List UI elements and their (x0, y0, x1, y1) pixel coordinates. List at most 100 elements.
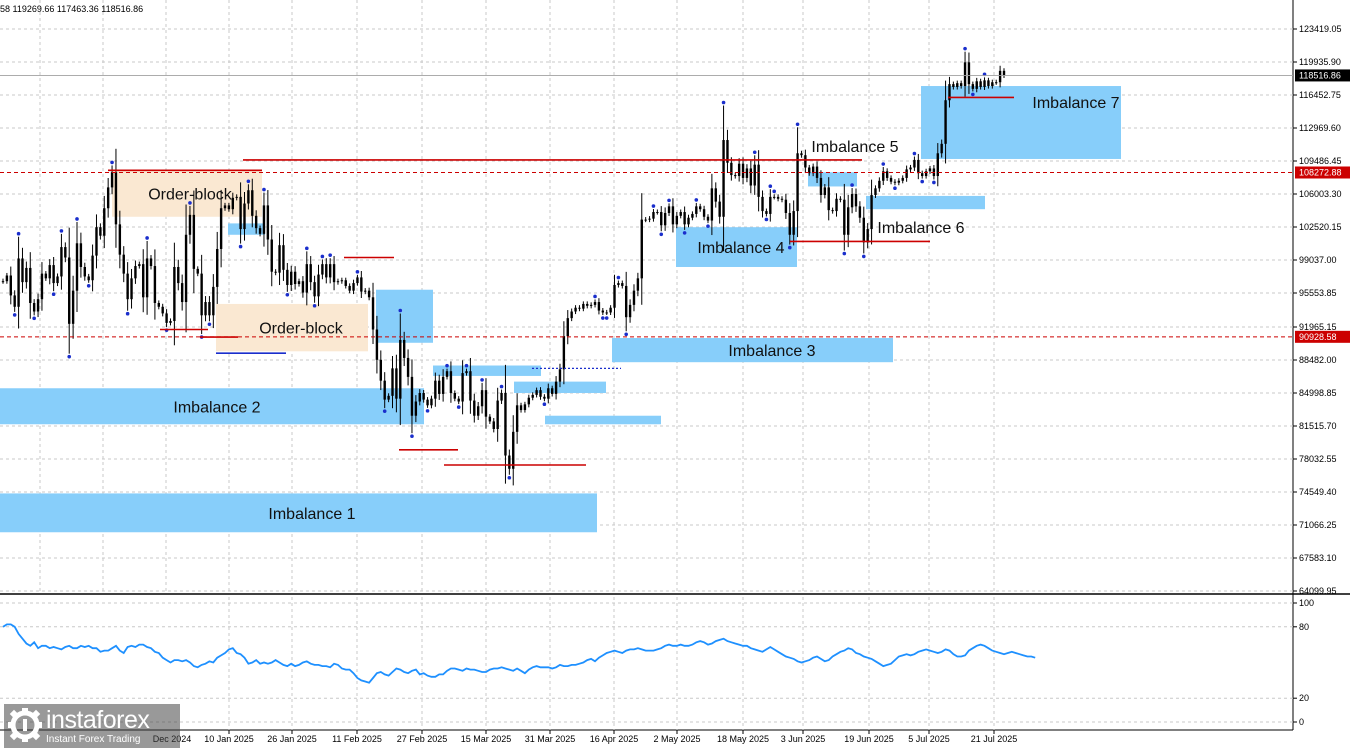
candle-body (360, 277, 363, 292)
candle-body (687, 217, 690, 225)
candle-body (399, 339, 402, 399)
candle-body (663, 212, 667, 226)
candle-body (219, 208, 223, 249)
candle-body (457, 398, 460, 402)
x-axis-tick-label: 21 Jul 2025 (971, 734, 1018, 744)
candle-body (998, 70, 1002, 83)
candle-body (831, 210, 834, 212)
x-axis-tick-label: 15 Mar 2025 (461, 734, 512, 744)
candle-body (21, 258, 24, 283)
price-tag-box (1295, 330, 1350, 343)
candle-body (325, 264, 328, 278)
candle-body (995, 82, 998, 84)
imbalance-label: Imbalance 4 (697, 240, 784, 257)
candle-body (270, 239, 273, 272)
candle-body (862, 217, 865, 243)
candle-body (91, 255, 94, 281)
imbalance-label: Imbalance 7 (1032, 95, 1119, 112)
imbalance-zone-fragment (228, 223, 265, 235)
candle-body (110, 172, 114, 188)
price-tag-label: 118516.86 (1299, 70, 1341, 80)
candle-body (95, 227, 98, 256)
fractal-up-marker (262, 187, 266, 192)
candle-body (698, 206, 702, 210)
candle-body (184, 234, 188, 303)
candle-body (811, 166, 815, 174)
candle-body (531, 394, 534, 398)
candle-body (714, 188, 717, 202)
oscillator-tick-label: 80 (1299, 622, 1309, 632)
fractal-down-marker (604, 316, 609, 320)
candle-body (660, 212, 663, 226)
candle-body (554, 381, 558, 394)
imbalance-zone (0, 493, 597, 533)
candle-body (414, 401, 418, 416)
candle-body (235, 196, 238, 198)
candle-body (624, 285, 628, 318)
candle-body (25, 267, 28, 283)
y-axis-tick-label: 67583.10 (1299, 553, 1337, 563)
candle-body (40, 273, 44, 300)
fractal-up-marker (850, 183, 854, 187)
candle-body (558, 369, 562, 382)
candle-body (309, 264, 312, 283)
candle-body (726, 140, 729, 163)
fractal-up-marker (651, 204, 656, 208)
candle-body (445, 371, 449, 377)
candle-body (780, 198, 784, 200)
candle-body (761, 196, 764, 212)
candle-body (153, 266, 157, 303)
fractal-down-marker (971, 92, 975, 97)
candle-body (142, 264, 145, 298)
fractal-up-marker (616, 275, 621, 280)
candle-body (905, 169, 908, 178)
candle-body (336, 281, 340, 283)
candle-body (321, 264, 324, 275)
oscillator-tick-label: 100 (1299, 598, 1314, 608)
candle-body (402, 339, 406, 358)
fractal-up-marker (593, 294, 597, 299)
imbalance-zone-fragment (433, 365, 541, 376)
candle-body (492, 421, 495, 429)
y-axis-tick-label: 106003.30 (1299, 189, 1342, 199)
candle-body (504, 392, 507, 456)
candle-body (562, 336, 566, 370)
candle-body (32, 302, 36, 312)
candle-body (87, 276, 90, 281)
x-axis-tick-label: 10 Jan 2025 (204, 734, 254, 744)
candle-body (60, 247, 63, 277)
fractal-up-marker (721, 100, 726, 105)
fractal-down-marker (207, 322, 212, 327)
candle-body (819, 177, 823, 195)
candle-body (854, 194, 858, 207)
candle-body (874, 188, 877, 195)
candle-body (473, 400, 476, 416)
candle-body (734, 175, 737, 177)
candle-body (508, 455, 511, 469)
candle-body (227, 205, 231, 210)
fractal-down-marker (842, 251, 847, 256)
fractal-up-marker (752, 150, 757, 155)
fractal-down-marker (932, 180, 936, 185)
fractal-down-marker (659, 232, 664, 237)
fractal-down-marker (507, 475, 512, 480)
candle-body (103, 208, 106, 236)
candle-body (519, 405, 523, 411)
candle-body (344, 280, 347, 286)
candle-body (305, 264, 309, 293)
candles-layer (1, 46, 1006, 486)
y-axis-tick-label: 99037.00 (1299, 255, 1337, 265)
candle-body (788, 212, 791, 235)
candle-body (589, 304, 593, 306)
candle-body (640, 219, 643, 279)
candle-body (858, 206, 862, 218)
candle-body (251, 190, 254, 216)
candle-body (745, 168, 749, 178)
candle-body (971, 84, 975, 89)
fractal-up-marker (667, 198, 671, 203)
fractal-up-marker (480, 378, 484, 382)
candle-body (52, 265, 55, 284)
fractal-up-marker (772, 189, 776, 194)
fractal-down-marker (861, 254, 866, 259)
candle-body (702, 209, 706, 217)
